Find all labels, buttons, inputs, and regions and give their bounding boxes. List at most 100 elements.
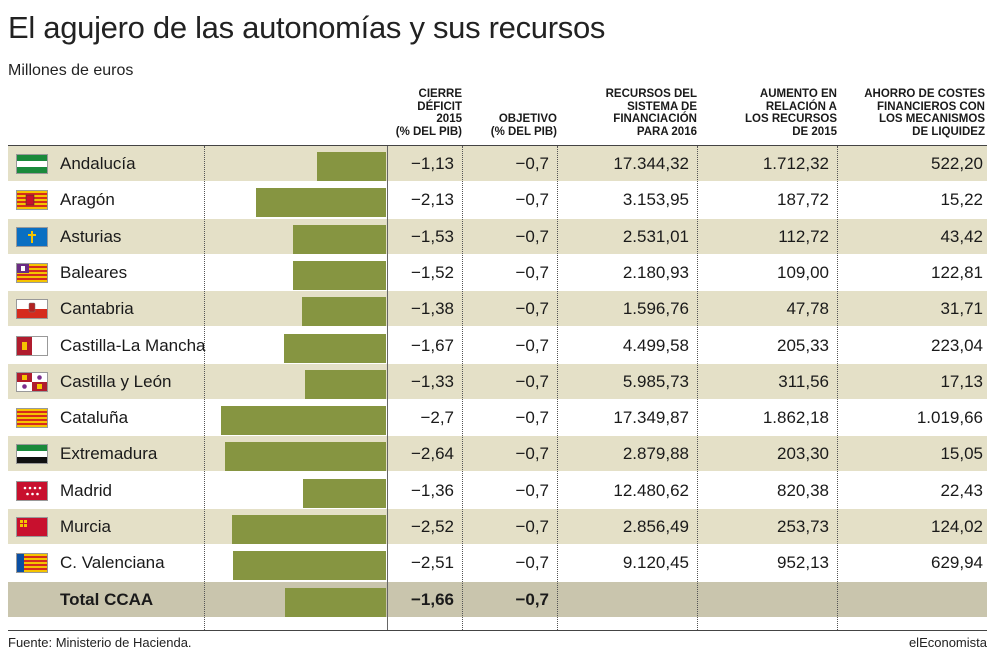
deficit-bar (232, 551, 386, 581)
deficit-value: −1,53 (410, 226, 454, 246)
ahorro-value: 1.019,66 (916, 408, 983, 428)
header-line: OBJETIVO (498, 113, 557, 125)
aumento-value: 311,56 (778, 371, 829, 391)
table-top-rule (8, 145, 987, 146)
region-name: Extremadura (60, 444, 158, 464)
deficit-value: −1,38 (410, 299, 454, 319)
objetivo-value: −0,7 (515, 408, 549, 428)
ahorro-value: 22,43 (940, 480, 983, 500)
table-row: Murcia −2,52 −0,7 2.856,49 253,73 124,02 (8, 509, 987, 544)
madrid-flag (16, 480, 48, 501)
header-line: LOS RECURSOS (744, 113, 837, 125)
recursos-value: 4.499,58 (622, 335, 689, 355)
header-line: (% DEL PIB) (395, 125, 462, 138)
header-line: FINANCIACIÓN (613, 113, 697, 125)
column-divider (697, 146, 698, 630)
header-line: DE 2015 (792, 125, 837, 138)
objetivo-value: −0,7 (515, 335, 549, 355)
header-line: FINANCIEROS CON (877, 100, 985, 113)
header-line: 2015 (436, 113, 462, 125)
recursos-value: 2.856,49 (622, 517, 689, 536)
aumento-value: 205,33 (777, 335, 829, 355)
recursos-value: 5.985,73 (622, 371, 689, 391)
cantabria-flag (16, 299, 48, 320)
table-bottom-rule (8, 630, 987, 631)
chart-title: El agujero de las autonomías y sus recur… (8, 10, 606, 45)
asturias-flag (16, 226, 48, 247)
objetivo-value: −0,7 (515, 589, 549, 609)
andalucia-flag (16, 154, 48, 174)
deficit-value: −1,33 (410, 371, 454, 391)
deficit-value: −2,64 (410, 444, 454, 464)
ahorro-value: 122,81 (931, 262, 983, 282)
aumento-value: 253,73 (777, 517, 829, 536)
header-line: AUMENTO EN (759, 88, 837, 100)
table-row: Aragón −2,13 −0,7 3.153,95 187,72 15,22 (8, 182, 987, 218)
header-deficit: CIERRE DÉFICIT 2015 (% DEL PIB) (396, 88, 462, 138)
table-row: Cantabria −1,38 −0,7 1.596,76 47,78 31,71 (8, 291, 987, 327)
recursos-value: 3.153,95 (622, 190, 689, 210)
murcia-flag (16, 517, 48, 537)
table-row: Andalucía −1,13 −0,7 17.344,32 1.712,32 522,2… (8, 146, 987, 181)
deficit-bar (304, 369, 386, 399)
region-name: Cantabria (60, 299, 134, 319)
deficit-value: −1,66 (410, 589, 454, 609)
header-line: AHORRO DE COSTES (864, 88, 985, 100)
deficit-value: −2,52 (410, 517, 454, 536)
table-row: Madrid −1,36 −0,7 12.480,62 820,38 22,43 (8, 473, 987, 508)
ahorro-value: 629,94 (931, 553, 983, 573)
deficit-bar (302, 478, 386, 508)
deficit-bar (284, 587, 386, 617)
aumento-value: 109,00 (777, 262, 829, 282)
ahorro-value: 223,04 (931, 335, 983, 355)
header-ahorro: AHORRO DE COSTES FINANCIEROS CON LOS MEC… (864, 88, 985, 138)
header-objetivo: OBJETIVO (% DEL PIB) (491, 113, 557, 138)
column-divider (387, 146, 388, 630)
recursos-value: 2.879,88 (622, 444, 689, 464)
source-note: Fuente: Ministerio de Hacienda. (8, 635, 192, 650)
ahorro-value: 43,42 (940, 226, 983, 246)
deficit-value: −1,67 (410, 335, 454, 355)
aumento-value: 952,13 (777, 553, 829, 573)
table-row: Baleares −1,52 −0,7 2.180,93 109,00 122,81 (8, 255, 987, 290)
objetivo-value: −0,7 (515, 371, 549, 391)
objetivo-value: −0,7 (515, 299, 549, 319)
header-aumento: AUMENTO EN RELACIÓN A LOS RECURSOS DE 20… (745, 88, 837, 138)
deficit-bar (224, 442, 386, 472)
header-line: RELACIÓN A (765, 100, 837, 113)
deficit-bar (221, 406, 386, 436)
region-name: Asturias (60, 226, 122, 246)
ahorro-value: 31,71 (940, 299, 983, 319)
deficit-value: −2,51 (410, 553, 454, 573)
objetivo-value: −0,7 (515, 190, 549, 210)
header-recursos: RECURSOS DEL SISTEMA DE FINANCIACIÓN PAR… (606, 88, 697, 138)
region-name: Total CCAA (60, 589, 154, 609)
recursos-value: 9.120,45 (622, 553, 689, 573)
ahorro-value: 17,13 (940, 371, 983, 391)
cataluna-flag (16, 408, 48, 429)
header-line: (% DEL PIB) (490, 125, 557, 138)
aumento-value: 1.862,18 (762, 408, 829, 428)
column-divider (837, 146, 838, 630)
brand-logo: elEconomista (908, 635, 987, 650)
header-line: RECURSOS DEL (605, 88, 697, 100)
header-line: DE LIQUIDEZ (912, 125, 985, 138)
recursos-value: 17.344,32 (613, 154, 689, 173)
region-name: Andalucía (60, 154, 136, 173)
region-name: Baleares (60, 262, 128, 282)
deficit-bar (232, 515, 386, 544)
region-name: Murcia (60, 517, 112, 536)
header-line: PARA 2016 (636, 125, 697, 138)
region-name: Castilla y León (60, 371, 172, 391)
table-row: Extremadura −2,64 −0,7 2.879,88 203,30 15,05 (8, 436, 987, 472)
column-divider (557, 146, 558, 630)
objetivo-value: −0,7 (515, 444, 549, 464)
chart-subtitle: Millones de euros (8, 62, 134, 79)
header-line: SISTEMA DE (627, 100, 697, 113)
ahorro-value: 15,22 (940, 190, 983, 210)
objetivo-value: −0,7 (515, 154, 549, 173)
deficit-bar (293, 260, 386, 290)
aumento-value: 203,30 (777, 444, 829, 464)
recursos-value: 17.349,87 (613, 408, 689, 428)
aumento-value: 47,78 (786, 299, 829, 319)
